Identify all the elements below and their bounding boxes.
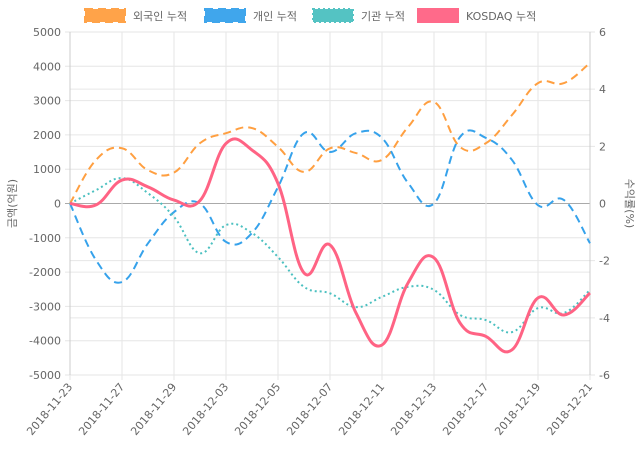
y-axis-left-label: 금액(억원) [6, 179, 19, 228]
series-line-3 [69, 137, 592, 354]
y-tick-left: -5000 [29, 369, 61, 382]
y-tick-right: -4 [599, 312, 610, 325]
y-tick-left: 2000 [33, 129, 61, 142]
y-tick-left: 1000 [33, 163, 61, 176]
legend-label: KOSDAQ 누적 [466, 10, 536, 23]
x-tick-label: 2018-12-07 [284, 381, 335, 438]
legend-swatch-1 [204, 8, 246, 23]
y-tick-right: 6 [599, 26, 606, 39]
x-tick-label: 2018-12-11 [336, 381, 387, 438]
x-tick-label: 2018-11-23 [24, 381, 75, 438]
legend-label: 개인 누적 [253, 10, 297, 23]
y-tick-left: -2000 [29, 266, 61, 279]
x-tick-label: 2018-12-03 [180, 381, 231, 438]
series-line-1 [69, 129, 591, 284]
y-tick-left: 3000 [33, 95, 61, 108]
legend-swatch-0 [84, 8, 126, 23]
x-tick-label: 2018-12-13 [388, 381, 439, 438]
x-tick-label: 2018-12-19 [492, 381, 543, 438]
y-tick-right: 0 [599, 198, 606, 211]
x-tick-label: 2018-12-05 [232, 381, 283, 438]
y-tick-left: -4000 [29, 335, 61, 348]
series-line-0 [69, 62, 591, 205]
y-tick-right: 2 [599, 140, 606, 153]
legend-label: 기관 누적 [361, 10, 405, 23]
legend-label: 외국인 누적 [133, 10, 187, 23]
y-tick-left: -1000 [29, 232, 61, 245]
x-tick-label: 2018-11-29 [128, 381, 179, 438]
y-tick-left: 5000 [33, 26, 61, 39]
legend-swatch-3 [417, 8, 459, 23]
x-tick-label: 2018-12-21 [544, 381, 595, 438]
y-tick-left: 0 [54, 198, 61, 211]
y-tick-right: 4 [599, 83, 606, 96]
x-tick-label: 2018-12-17 [440, 381, 491, 438]
y-tick-right: -6 [599, 369, 610, 382]
y-tick-left: 4000 [33, 60, 61, 73]
x-tick-label: 2018-11-27 [76, 381, 127, 438]
y-axis-right-label: 수익률(%) [623, 179, 636, 228]
y-tick-left: -3000 [29, 300, 61, 313]
legend-swatch-2 [312, 8, 354, 23]
series-line-2 [69, 177, 591, 334]
y-tick-right: -2 [599, 255, 610, 268]
